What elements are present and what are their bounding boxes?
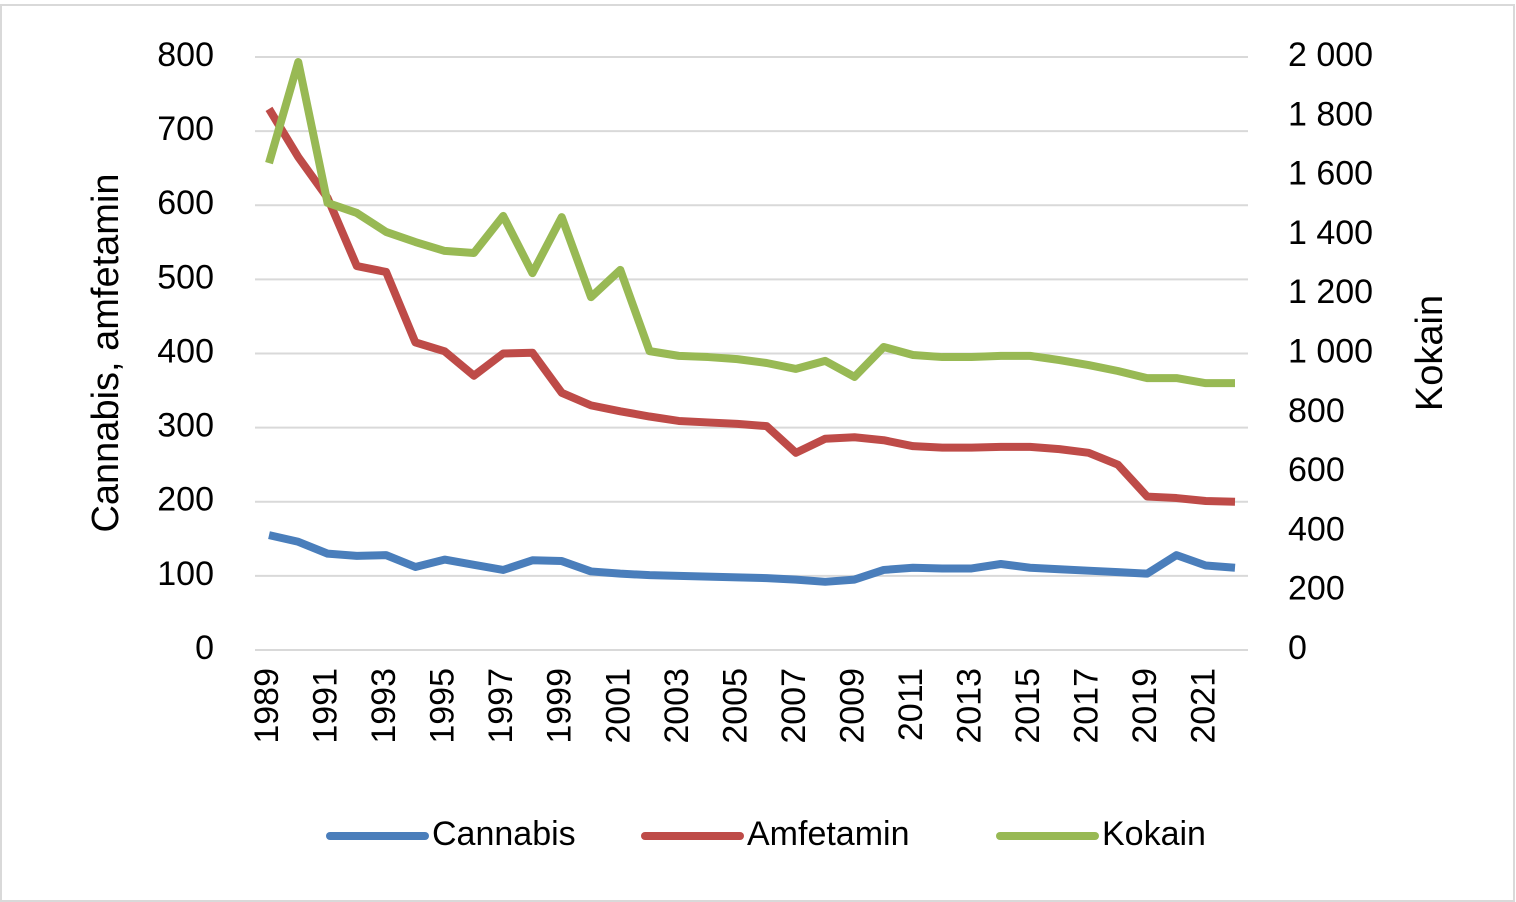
x-tick-label: 2011 — [892, 668, 930, 741]
x-tick-label: 1999 — [541, 668, 579, 744]
y2-tick-label: 1 400 — [1288, 214, 1373, 252]
y2-axis-label: Kokain — [1409, 295, 1451, 411]
y2-tick-label: 1 800 — [1288, 95, 1373, 133]
y2-tick-label: 0 — [1288, 629, 1307, 667]
x-tick-label: 2007 — [775, 668, 813, 744]
y2-tick-label: 400 — [1288, 510, 1345, 548]
x-tick-label: 2021 — [1185, 668, 1223, 744]
y-tick-label: 200 — [157, 481, 214, 519]
chart-border — [0, 4, 1515, 902]
x-tick-label: 2001 — [599, 668, 637, 744]
y-tick-label: 300 — [157, 407, 214, 445]
data-line — [265, 58, 1235, 388]
legend-label: Kokain — [1102, 815, 1206, 853]
y-axis-label: Cannabis, amfetamin — [85, 173, 127, 532]
y2-tick-label: 600 — [1288, 451, 1345, 489]
y-tick-label: 100 — [157, 555, 214, 593]
data-line — [265, 106, 1236, 506]
y-tick-label: 400 — [157, 332, 214, 370]
x-tick-label: 2015 — [1009, 668, 1047, 744]
x-tick-label: 2009 — [833, 668, 871, 744]
y-tick-label: 800 — [157, 36, 214, 74]
x-tick-label: 1995 — [424, 668, 462, 744]
x-tick-label: 1997 — [482, 668, 520, 744]
y2-tick-label: 200 — [1288, 570, 1345, 608]
legend-label: Cannabis — [432, 815, 576, 853]
y-tick-label: 0 — [195, 629, 214, 667]
x-tick-label: 2019 — [1126, 668, 1164, 744]
x-tick-label: 1993 — [365, 668, 403, 744]
y2-tick-label: 2 000 — [1288, 36, 1373, 74]
x-tick-label: 1989 — [248, 668, 286, 744]
data-line — [268, 531, 1236, 586]
legend-label: Amfetamin — [747, 815, 910, 853]
y2-tick-label: 800 — [1288, 392, 1345, 430]
y2-tick-label: 1 000 — [1288, 332, 1373, 370]
x-tick-label: 2013 — [951, 668, 989, 744]
y-tick-label: 700 — [157, 110, 214, 148]
x-tick-label: 2005 — [716, 668, 754, 744]
y-tick-label: 600 — [157, 184, 214, 222]
x-tick-label: 1991 — [307, 668, 345, 744]
y-tick-label: 500 — [157, 258, 214, 296]
y2-tick-label: 1 600 — [1288, 155, 1373, 193]
x-tick-label: 2017 — [1068, 668, 1106, 744]
y2-tick-label: 1 200 — [1288, 273, 1373, 311]
x-tick-label: 2003 — [658, 668, 696, 744]
